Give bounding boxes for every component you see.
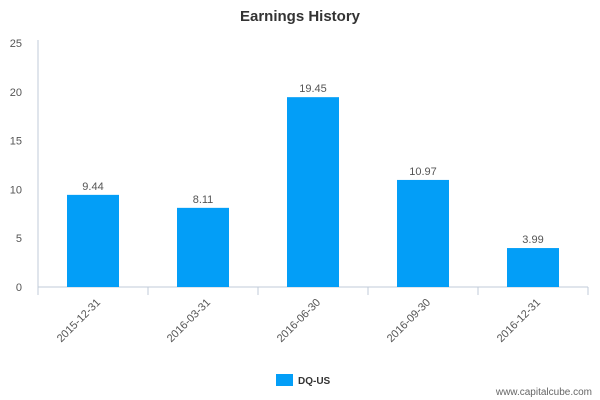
data-label: 9.44 bbox=[82, 181, 103, 193]
data-label: 10.97 bbox=[409, 166, 437, 178]
y-tick-label: 25 bbox=[10, 38, 22, 50]
legend[interactable]: DQ-US bbox=[276, 374, 331, 387]
legend-swatch[interactable] bbox=[276, 374, 293, 386]
x-tick-label: 2016-09-30 bbox=[385, 297, 433, 345]
bar[interactable] bbox=[397, 179, 449, 287]
data-label: 8.11 bbox=[193, 194, 214, 206]
y-axis-ticks: 0 5 10 15 20 25 bbox=[10, 38, 22, 294]
x-tick-label: 2015-12-31 bbox=[55, 297, 103, 345]
data-label: 3.99 bbox=[522, 234, 543, 246]
x-axis-ticks: 2015-12-31 2016-03-31 2016-06-30 2016-09-30… bbox=[55, 297, 543, 345]
bar[interactable] bbox=[67, 194, 119, 287]
data-labels: 9.44 8.11 19.45 10.97 3.99 bbox=[82, 83, 543, 246]
x-tick-label: 2016-12-31 bbox=[495, 297, 543, 345]
bars bbox=[67, 97, 559, 287]
x-tick-label: 2016-06-30 bbox=[275, 297, 323, 345]
chart-title: Earnings History bbox=[240, 8, 361, 25]
legend-label[interactable]: DQ-US bbox=[298, 376, 331, 387]
y-tick-label: 15 bbox=[10, 136, 22, 148]
credit-text: www.capitalcube.com bbox=[495, 387, 592, 398]
y-tick-label: 0 bbox=[16, 282, 22, 294]
y-tick-label: 5 bbox=[16, 233, 22, 245]
bar[interactable] bbox=[177, 207, 229, 287]
y-tick-label: 10 bbox=[10, 184, 22, 196]
bar[interactable] bbox=[287, 97, 339, 287]
x-tick-label: 2016-03-31 bbox=[165, 297, 213, 345]
data-label: 19.45 bbox=[299, 83, 327, 95]
bar[interactable] bbox=[507, 248, 559, 287]
y-tick-label: 20 bbox=[10, 87, 22, 99]
